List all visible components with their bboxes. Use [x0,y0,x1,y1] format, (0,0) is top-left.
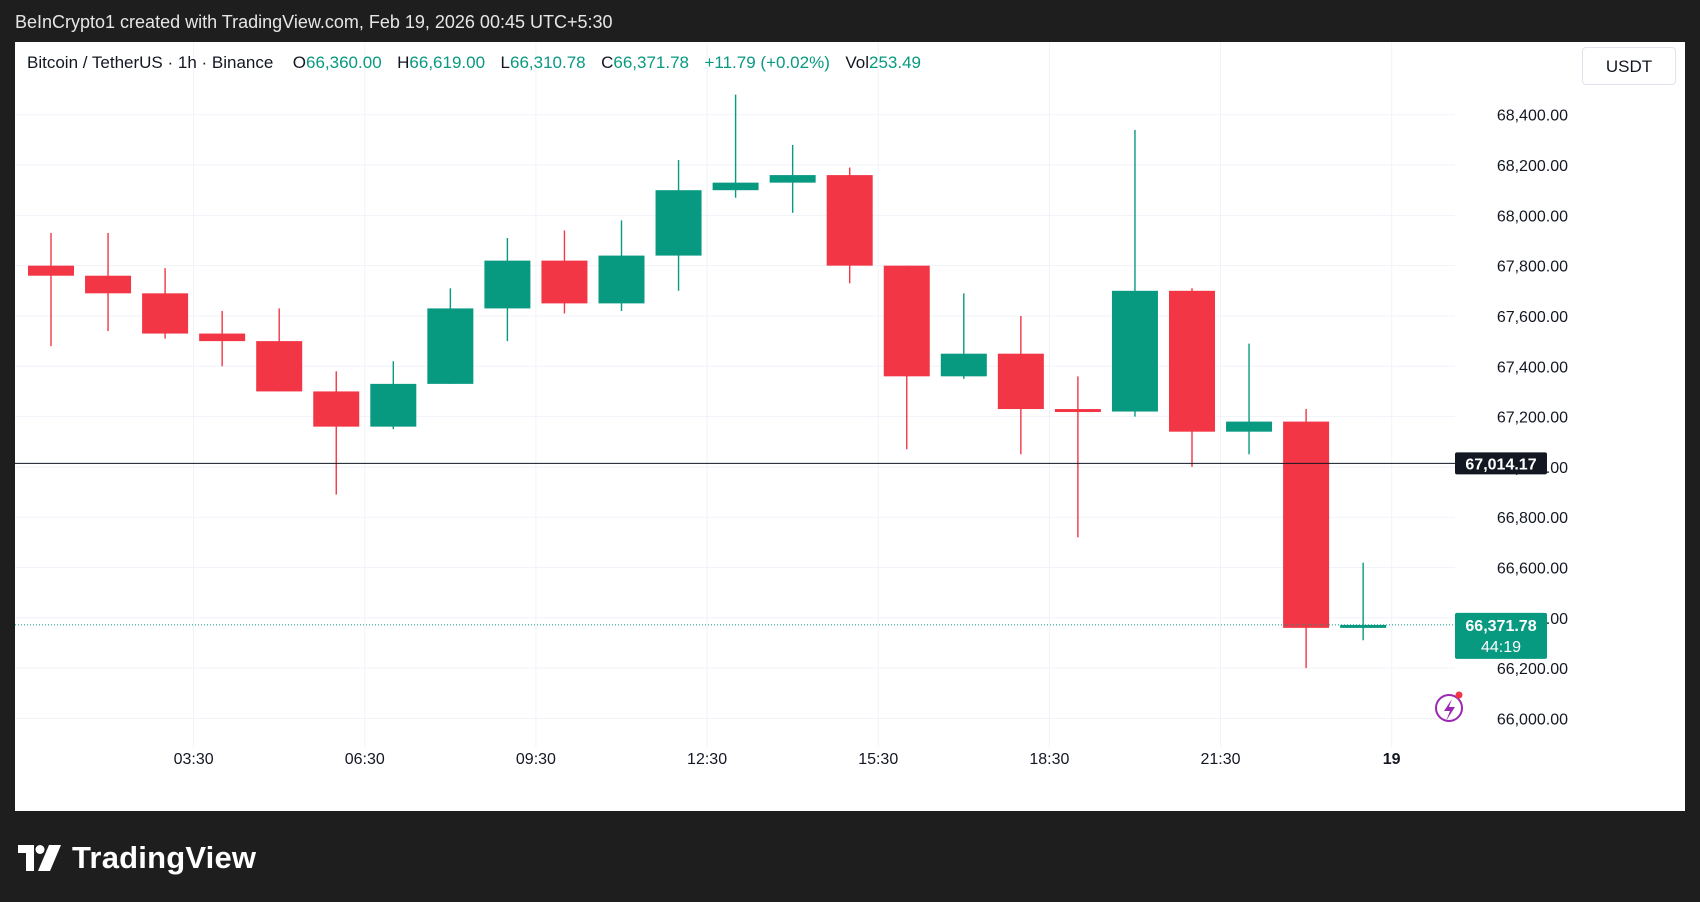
candle-body [1283,421,1330,628]
legend-change: +11.79 (+0.02%) [704,53,830,72]
price-line-label: 67,014.17 [1465,456,1536,473]
legend-open-value: 66,360.00 [306,53,382,72]
candle-body [85,275,132,294]
candle[interactable] [655,160,702,291]
y-tick-label: 66,000.00 [1497,711,1568,728]
x-tick-label: 06:30 [345,751,385,768]
candle[interactable] [997,315,1044,455]
candle-body [997,353,1044,410]
tradingview-logo: TradingView [18,838,256,878]
candle-body [313,391,360,427]
candle[interactable] [940,293,987,379]
chart-frame[interactable]: 66,000.0066,200.0066,400.0066,600.0066,8… [15,42,1685,811]
y-tick-label: 67,400.00 [1497,359,1568,376]
legend-high-label: H [397,53,410,72]
candle[interactable] [1111,129,1158,417]
candle-body [142,293,189,334]
legend-low-value: 66,310.78 [509,53,586,72]
candle-body [484,260,531,309]
legend-volume-value: 253.49 [868,53,921,72]
candle[interactable] [370,361,417,430]
candle-body [541,260,588,304]
legend-high-value: 66,619.00 [409,53,486,72]
candle[interactable] [484,237,531,342]
candle-body [598,255,645,304]
price-line-label-bg [1455,452,1547,475]
y-tick-label: 67,800.00 [1497,259,1568,276]
candle-body [712,182,759,191]
y-tick-label: 68,400.00 [1497,108,1568,125]
candle[interactable] [28,232,74,347]
legend-symbol[interactable]: Bitcoin / TetherUS · 1h · Binance [27,53,274,72]
candle[interactable] [85,232,132,332]
candle-countdown: 44:19 [1481,639,1521,656]
candle-body [1054,409,1101,413]
candle-body [370,383,417,427]
candle[interactable] [313,371,360,495]
candle[interactable] [1226,343,1273,455]
candle-body [28,265,74,276]
candle-body [940,353,987,377]
tradingview-logo-icon [18,845,61,871]
candle[interactable] [142,268,189,339]
candle[interactable] [256,308,303,392]
legend-low-label: L [500,53,510,72]
candle-body [769,175,816,183]
legend-open-label: O [292,53,307,72]
y-tick-label: 68,000.00 [1497,208,1568,225]
candle-body [256,341,303,392]
candle-body [1340,624,1387,628]
legend-close-value: 66,371.78 [613,53,690,72]
legend-volume-label: Vol [845,53,869,72]
x-tick-label: 03:30 [174,751,214,768]
candle-body [826,175,873,266]
candle[interactable] [769,144,816,213]
y-tick-label: 68,200.00 [1497,158,1568,175]
currency-selector[interactable]: USDT [1582,47,1676,85]
current-price-label: 66,371.78 [1465,618,1536,635]
candle[interactable] [1169,288,1215,467]
candle[interactable] [826,167,873,284]
candlestick-chart[interactable]: 66,000.0066,200.0066,400.0066,600.0066,8… [15,42,1685,811]
candle[interactable] [883,265,930,450]
x-tick-label: 18:30 [1029,751,1069,768]
legend-close-label: C [601,53,614,72]
x-tick-label: 21:30 [1201,751,1241,768]
y-tick-label: 66,600.00 [1497,561,1568,578]
candle-body [427,308,474,384]
candle[interactable] [199,310,246,367]
chart-legend: Bitcoin / TetherUS · 1h · Binance O66,36… [27,53,921,73]
candle[interactable] [427,288,474,384]
candle-body [199,333,246,342]
candle-body [1226,421,1273,432]
candle-body [1111,290,1158,412]
current-price-label-bg [1455,612,1547,659]
attribution-bar: BeInCrypto1 created with TradingView.com… [0,0,1700,42]
lightning-icon[interactable] [1435,691,1463,722]
candle[interactable] [541,230,588,314]
y-tick-label: 67,200.00 [1497,410,1568,427]
candle-body [655,190,702,256]
candle[interactable] [1340,562,1387,641]
attribution-text: BeInCrypto1 created with TradingView.com… [15,12,613,32]
y-tick-label: 67,600.00 [1497,309,1568,326]
x-tick-label: 09:30 [516,751,556,768]
y-tick-label: 66,200.00 [1497,661,1568,678]
y-tick-label: 66,800.00 [1497,510,1568,527]
tradingview-brand: TradingView [72,840,257,875]
candle-body [1169,290,1215,432]
candle[interactable] [1283,409,1330,669]
candle[interactable] [1054,376,1101,538]
x-tick-label: 12:30 [687,751,727,768]
x-tick-label: 19 [1383,751,1401,768]
x-tick-label: 15:30 [858,751,898,768]
candle[interactable] [712,94,759,198]
candle[interactable] [598,220,645,311]
candle-body [883,265,930,377]
